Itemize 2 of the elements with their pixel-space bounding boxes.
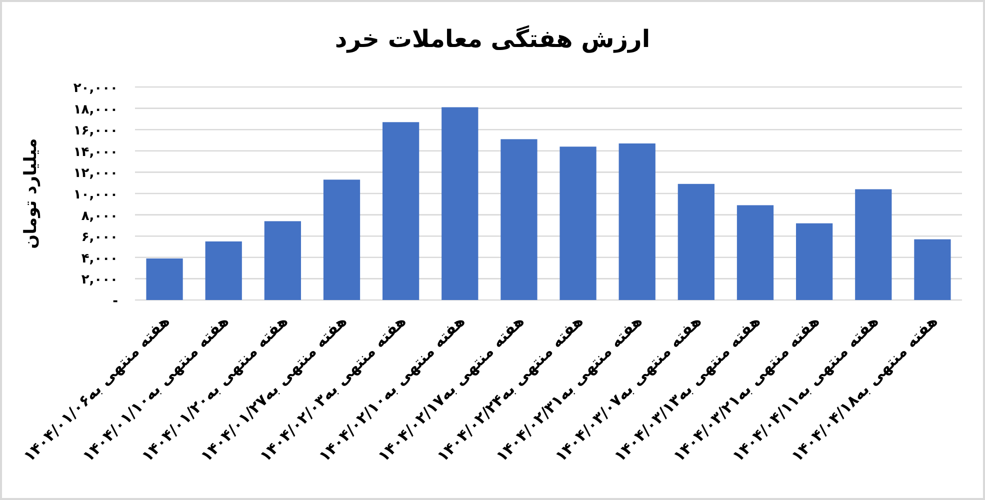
title: ارزش هفتگی معاملات خرد bbox=[334, 25, 650, 53]
ylabel: میلیارد تومان bbox=[21, 138, 41, 249]
